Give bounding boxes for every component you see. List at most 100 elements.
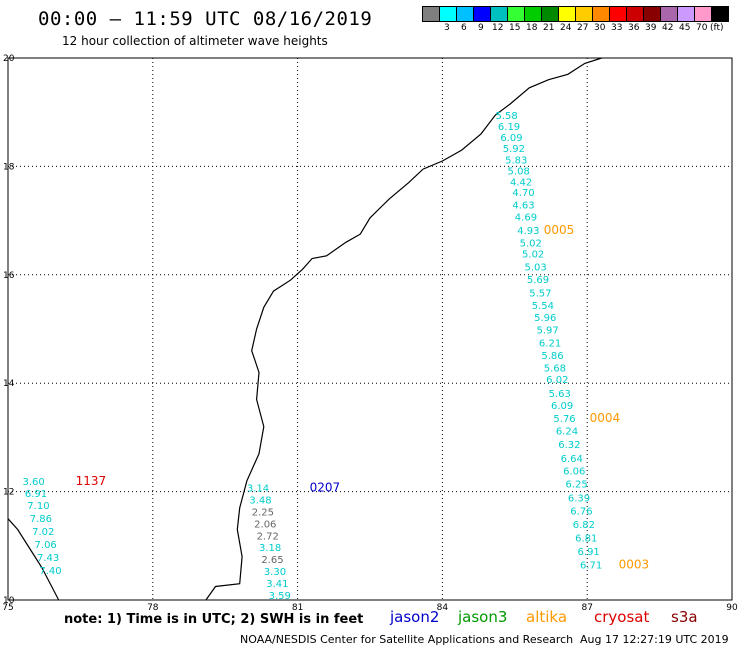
- wave-height-value: 6.09: [551, 401, 573, 412]
- wave-height-value: 5.83: [505, 156, 527, 167]
- wave-height-value: 3.59: [269, 591, 291, 602]
- pass-id-label: 0207: [310, 481, 341, 495]
- wave-height-value: 7.40: [39, 566, 61, 577]
- wave-height-value: 6.24: [556, 427, 578, 438]
- chart-subtitle: 12 hour collection of altimeter wave hei…: [62, 34, 328, 48]
- chart-title: 00:00 – 11:59 UTC 08/16/2019: [38, 8, 373, 30]
- lon-tick-label: 78: [147, 603, 159, 613]
- lat-tick-label: 16: [3, 271, 15, 281]
- altimeter-tracks: 5.586.196.095.925.835.084.424.704.634.69…: [22, 111, 649, 602]
- wave-height-value: 3.30: [264, 567, 286, 578]
- axis-labels: 75 78 81 84 87 90 20 18 16 14 12 10: [2, 54, 738, 613]
- legend-label: 30: [594, 23, 606, 33]
- lat-tick-label: 20: [3, 54, 15, 64]
- pass-id-label: 0004: [590, 411, 621, 425]
- legend-label: 6: [461, 23, 467, 33]
- legend-label: 70: [696, 23, 708, 33]
- wave-height-value: 3.14: [247, 484, 269, 495]
- lat-tick-label: 12: [3, 488, 14, 498]
- legend-label: 45: [679, 23, 691, 33]
- wave-height-value: 6.06: [563, 466, 585, 477]
- wave-height-value: 7.43: [37, 553, 59, 564]
- wave-height-value: 5.58: [495, 111, 517, 122]
- legend-label: 12: [492, 23, 504, 33]
- wave-height-value: 7.02: [32, 527, 54, 538]
- legend-label: 24: [560, 23, 572, 33]
- legend-label: 18: [526, 23, 538, 33]
- wave-height-value: 7.10: [27, 501, 49, 512]
- wave-height-value: 7.86: [30, 514, 52, 525]
- legend-swatch: [711, 6, 729, 22]
- legend-label: 39: [645, 23, 657, 33]
- east-coast-line: [205, 57, 602, 601]
- pass-id-label: 0005: [544, 223, 575, 237]
- wave-height-value: 6.21: [539, 338, 561, 349]
- wave-height-value: 4.63: [512, 201, 534, 212]
- wave-height-value: 4.70: [512, 188, 534, 199]
- wave-height-value: 6.32: [558, 440, 580, 451]
- wave-height-value: 3.60: [22, 477, 44, 488]
- wave-height-value: 5.97: [537, 325, 559, 336]
- wave-height-value: 5.86: [541, 351, 563, 362]
- map-frame: [7, 57, 733, 601]
- map-grid: [7, 57, 733, 601]
- wave-height-value: 5.76: [553, 414, 575, 425]
- wave-height-value: 5.63: [549, 389, 571, 400]
- wave-height-value: 2.06: [254, 519, 276, 530]
- legend-label: 21: [543, 23, 555, 33]
- wave-height-value: 4.42: [510, 177, 532, 188]
- satellite-s3a: s3a: [671, 608, 698, 626]
- wave-height-value: 2.25: [252, 507, 274, 518]
- wave-height-value: 7.06: [35, 540, 57, 551]
- credit-text: NOAA/NESDIS Center for Satellite Applica…: [240, 633, 574, 646]
- wave-height-value: 6.64: [561, 454, 583, 465]
- legend-label: 15: [509, 23, 521, 33]
- legend-labels: 3 6 9 12 15 18 21 24 27 30 33 36 39 42 45 70 (ft): [422, 22, 728, 34]
- lon-tick-label: 87: [581, 603, 592, 613]
- wave-height-value: 6.19: [498, 122, 520, 133]
- wave-height-value: 6.81: [575, 533, 597, 544]
- wave-height-value: 3.48: [249, 496, 271, 507]
- wave-height-legend: 3 6 9 12 15 18 21 24 27 30 33 36 39 42 45 70 (ft): [422, 6, 729, 34]
- legend-label: 27: [577, 23, 589, 33]
- satellite-jason2: jason2: [390, 608, 440, 626]
- wave-height-value: 3.18: [259, 543, 281, 554]
- pass-id-label: 0003: [619, 558, 650, 572]
- lat-tick-label: 18: [3, 162, 15, 172]
- satellite-jason3: jason3: [458, 608, 508, 626]
- wave-height-value: 6.76: [570, 506, 592, 517]
- wave-height-value: 6.25: [565, 479, 587, 490]
- legend-unit: (ft): [710, 23, 724, 33]
- wave-height-value: 5.03: [524, 262, 546, 273]
- lon-tick-label: 81: [292, 603, 303, 613]
- lat-tick-label: 10: [3, 596, 15, 606]
- lon-tick-label: 84: [437, 603, 449, 613]
- wave-height-value: 6.91: [25, 489, 47, 500]
- wave-height-value: 5.08: [508, 167, 530, 178]
- legend-swatches: [422, 6, 729, 22]
- legend-label: 36: [628, 23, 640, 33]
- wave-height-value: 5.92: [503, 144, 525, 155]
- wave-height-value: 6.02: [546, 375, 568, 386]
- wave-height-value: 5.02: [520, 239, 542, 250]
- wave-height-value: 5.57: [529, 288, 551, 299]
- timestamp: Aug 17 12:27:19 UTC 2019: [580, 633, 729, 646]
- wave-height-value: 5.54: [532, 301, 554, 312]
- wave-height-value: 5.68: [544, 363, 566, 374]
- legend-label: 3: [444, 23, 450, 33]
- wave-height-value: 4.93: [517, 226, 539, 237]
- coastline: [7, 57, 602, 601]
- satellite-cryosat: cryosat: [594, 608, 650, 626]
- lat-tick-label: 14: [3, 379, 15, 389]
- wave-height-value: 6.82: [573, 520, 595, 531]
- wave-height-value: 2.72: [257, 531, 279, 542]
- wave-height-value: 3.41: [266, 579, 288, 590]
- units-note: note: 1) Time is in UTC; 2) SWH is in fe…: [64, 612, 364, 627]
- wave-height-value: 6.39: [568, 493, 590, 504]
- wave-height-value: 5.96: [534, 313, 556, 324]
- legend-label: 9: [478, 23, 484, 33]
- lon-tick-label: 75: [2, 603, 13, 613]
- legend-label: 33: [611, 23, 623, 33]
- wave-height-value: 6.91: [578, 547, 600, 558]
